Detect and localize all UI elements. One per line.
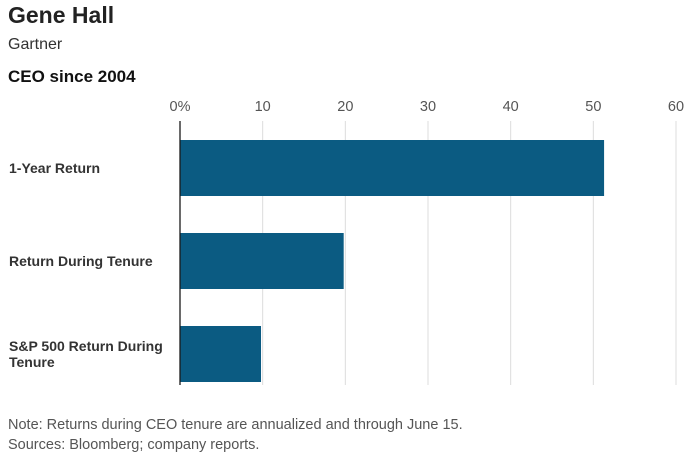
x-tick-label: 30 [420, 99, 436, 115]
category-label: 1-Year Return [9, 160, 100, 176]
bar [180, 140, 605, 196]
x-tick-label: 60 [668, 99, 684, 115]
chart-note: Note: Returns during CEO tenure are annu… [8, 417, 463, 433]
bar [180, 326, 262, 382]
x-tick-label: 40 [503, 99, 519, 115]
category-label: S&P 500 Return During [9, 338, 163, 354]
bar [180, 233, 344, 289]
chart-subtitle: Gartner [8, 36, 63, 53]
category-label: Return During Tenure [9, 253, 153, 269]
x-tick-label: 0% [170, 99, 191, 115]
bar-chart: 0% 10 20 30 40 50 60 1-Year Return Return During… [9, 99, 684, 385]
chart-title: Gene Hall [8, 2, 115, 28]
chart-subhead: CEO since 2004 [8, 67, 136, 86]
x-tick-label: 10 [255, 99, 271, 115]
category-label: Tenure [9, 354, 55, 370]
x-tick-label: 20 [337, 99, 353, 115]
chart-sources: Sources: Bloomberg; company reports. [8, 437, 260, 453]
x-tick-label: 50 [585, 99, 601, 115]
